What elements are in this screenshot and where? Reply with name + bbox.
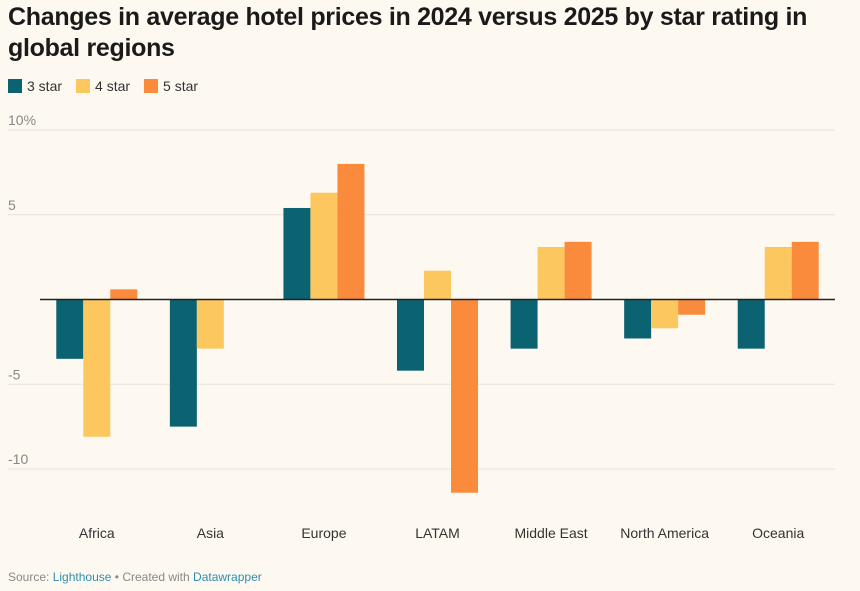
bar xyxy=(169,299,197,427)
bar xyxy=(791,241,819,300)
legend-label-3-star: 3 star xyxy=(27,78,63,94)
legend-swatch-4-star xyxy=(76,79,91,93)
bar xyxy=(337,163,365,300)
bar xyxy=(283,207,311,300)
bar xyxy=(678,299,706,315)
bar xyxy=(624,299,652,339)
legend-swatch-5-star xyxy=(144,79,159,93)
source-link[interactable]: Lighthouse xyxy=(52,570,112,584)
legend-item-5-star: 5 star xyxy=(144,78,198,94)
bar xyxy=(310,192,338,300)
x-tick-label: LATAM xyxy=(415,525,460,541)
legend-label-4-star: 4 star xyxy=(95,78,131,94)
bar xyxy=(764,246,792,300)
bar xyxy=(537,246,565,300)
x-tick-label: North America xyxy=(620,525,709,541)
chart-title: Changes in average hotel prices in 2024 … xyxy=(8,3,808,62)
bar xyxy=(56,299,84,359)
legend-swatch-3-star xyxy=(8,79,22,93)
bar xyxy=(510,299,538,349)
bar xyxy=(737,299,765,349)
legend-label-5-star: 5 star xyxy=(163,78,199,94)
created-label: Created with xyxy=(122,570,190,584)
x-tick-label: Middle East xyxy=(514,525,587,541)
y-tick-label: -10 xyxy=(8,451,28,467)
x-tick-label: Africa xyxy=(79,525,115,541)
x-tick-label: Asia xyxy=(197,525,224,541)
y-tick-label: 10% xyxy=(8,112,36,128)
bar-chart: 10% 5 -5 -10 Africa Asia Europe LATAM Middle Eas… xyxy=(8,112,835,541)
legend-item-3-star: 3 star xyxy=(8,78,62,94)
legend-item-4-star: 4 star xyxy=(76,78,130,94)
x-tick-label: Oceania xyxy=(752,525,804,541)
bar xyxy=(451,299,478,493)
bar xyxy=(110,289,138,300)
bar xyxy=(196,299,224,349)
bar xyxy=(424,270,451,300)
bar xyxy=(651,299,679,329)
footer: Source: Lighthouse • Created with Datawr… xyxy=(8,570,262,584)
bar xyxy=(564,241,592,300)
y-tick-label: 5 xyxy=(8,197,16,213)
datawrapper-link[interactable]: Datawrapper xyxy=(193,570,262,584)
y-tick-label: -5 xyxy=(8,366,21,382)
x-tick-label: Europe xyxy=(301,525,346,541)
source-label: Source: xyxy=(8,570,50,584)
bar xyxy=(397,299,424,371)
bar xyxy=(83,299,111,437)
legend: 3 star 4 star 5 star xyxy=(8,78,198,94)
footer-separator: • xyxy=(114,570,119,584)
